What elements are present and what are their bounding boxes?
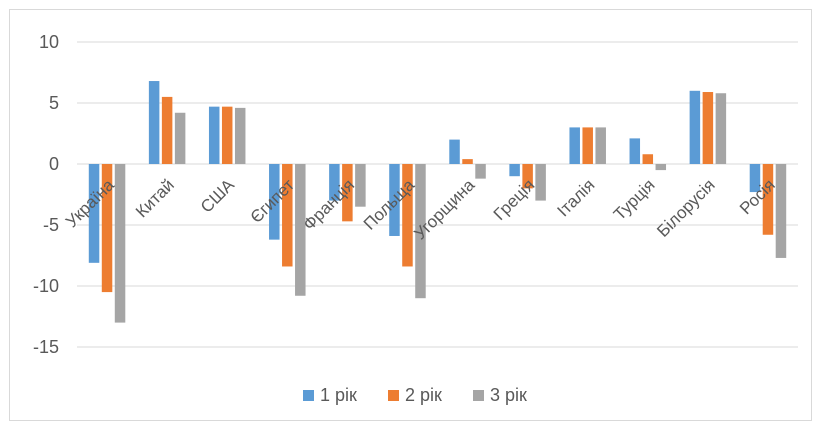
bar — [174, 112, 186, 164]
bar — [522, 164, 533, 189]
bar — [282, 164, 293, 267]
y-tick-label: -10 — [33, 276, 59, 296]
bar — [329, 164, 340, 201]
category-label: Італія — [554, 175, 599, 220]
legend-swatch — [388, 390, 399, 401]
category-label: Турція — [610, 175, 659, 224]
bar — [509, 164, 520, 177]
bar — [462, 159, 473, 164]
bar — [161, 96, 173, 164]
legend: 1 рік 2 рік 3 рік — [303, 385, 527, 405]
bar — [595, 127, 606, 164]
bar — [208, 106, 220, 164]
bar — [569, 127, 580, 164]
y-tick-label: 5 — [49, 93, 59, 113]
category-label: Греція — [490, 175, 539, 224]
bar — [389, 164, 400, 236]
bar — [101, 164, 113, 293]
legend-label: 2 рік — [405, 385, 442, 405]
category-label: Китай — [132, 175, 178, 221]
bar — [535, 164, 546, 201]
y-tick-label: 0 — [49, 154, 59, 174]
y-tick-label: 10 — [39, 32, 59, 52]
bar — [342, 164, 353, 222]
bar — [88, 164, 100, 263]
bar — [148, 81, 160, 164]
category-label: Білорусія — [653, 175, 718, 240]
bar — [629, 138, 641, 164]
bar — [415, 164, 426, 299]
bar — [221, 106, 233, 164]
bar — [775, 164, 787, 258]
bar — [114, 164, 126, 323]
bar — [355, 164, 366, 207]
y-tick-label: -5 — [43, 215, 59, 235]
bar — [582, 127, 593, 164]
bar — [715, 93, 727, 164]
bar — [762, 164, 774, 235]
bars — [88, 81, 787, 323]
bar — [702, 92, 714, 164]
bar — [402, 164, 413, 267]
bar — [295, 164, 306, 296]
y-axis-tick-labels: 10 5 0 -5 -10 -15 — [33, 32, 59, 357]
y-tick-label: -15 — [33, 337, 59, 357]
legend-swatch — [303, 390, 314, 401]
category-label: США — [197, 175, 239, 217]
bar — [234, 107, 246, 164]
gridlines — [77, 41, 798, 348]
legend-label: 3 рік — [490, 385, 527, 405]
bar — [269, 164, 280, 240]
bar — [642, 154, 654, 164]
bar — [689, 90, 701, 164]
bar — [749, 164, 761, 193]
bar — [655, 164, 667, 171]
bar — [475, 164, 486, 179]
legend-label: 1 рік — [320, 385, 357, 405]
bar — [449, 139, 460, 164]
legend-swatch — [473, 390, 484, 401]
